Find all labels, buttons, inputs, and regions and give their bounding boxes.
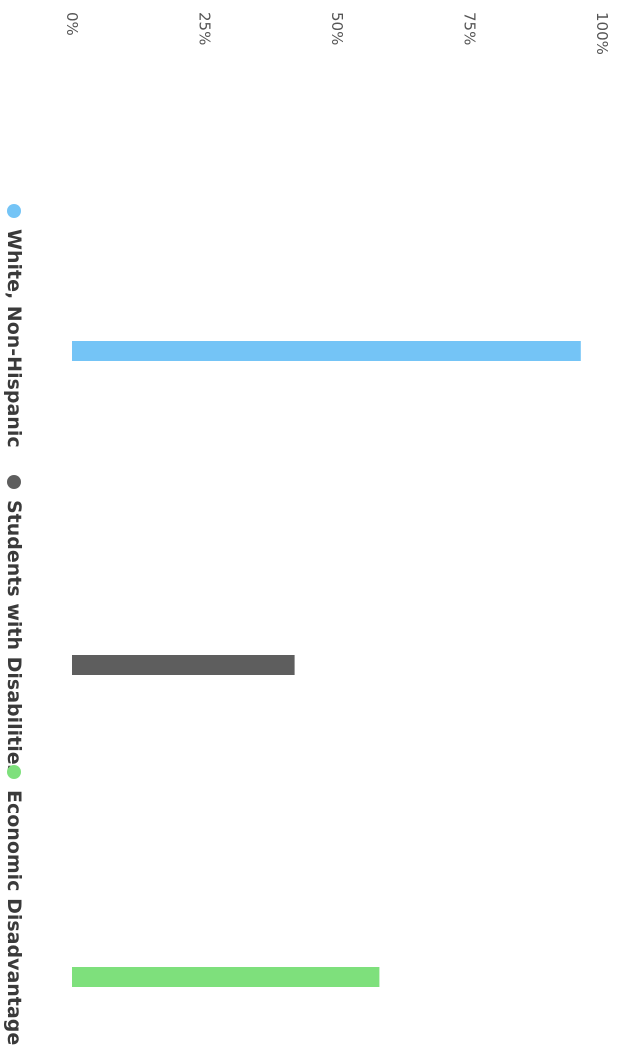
tick-label: 25% [196, 12, 214, 45]
legend: White, Non-Hispanic Students with Disabil… [3, 204, 25, 1045]
value-axis-ticks: 0% 25% 50% 75% 100% [63, 12, 611, 55]
legend-label: Students with Disabilities [3, 500, 25, 776]
legend-marker [7, 204, 21, 218]
bar-white-non-hispanic [72, 341, 581, 361]
legend-label: Economic Disadvantage [3, 790, 25, 1045]
bar-economic-disadvantage [72, 967, 380, 987]
legend-marker [7, 765, 21, 779]
bars [72, 341, 581, 987]
legend-marker [7, 475, 21, 489]
tick-label: 75% [461, 12, 479, 45]
legend-label: White, Non-Hispanic [3, 229, 25, 448]
tick-label: 100% [593, 12, 611, 55]
tick-label: 0% [63, 12, 81, 36]
tick-label: 50% [328, 12, 346, 45]
bar-students-with-disabilities [72, 655, 295, 675]
